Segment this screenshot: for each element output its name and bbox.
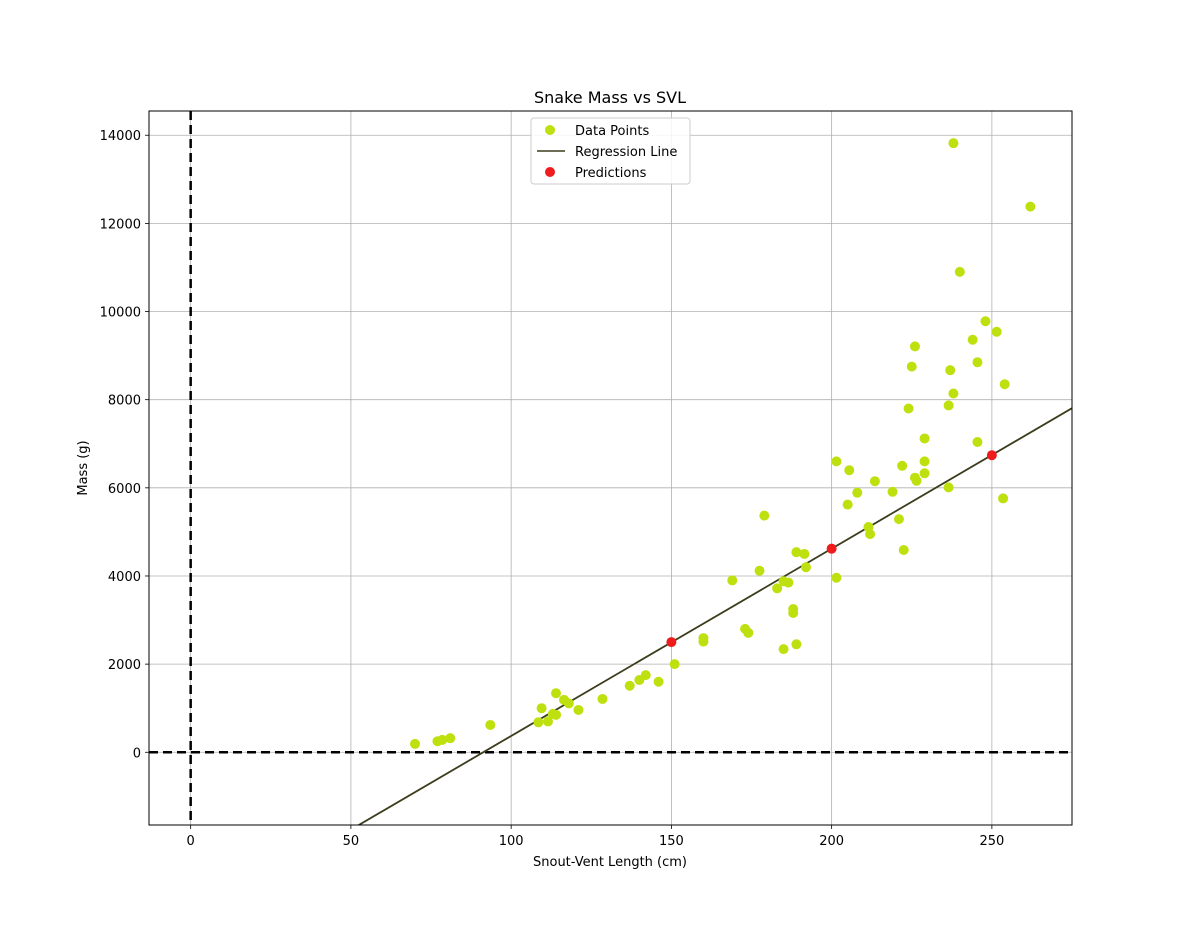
legend-marker-predictions	[545, 167, 555, 177]
data-point	[573, 704, 584, 715]
y-tick-label: 0	[133, 746, 141, 761]
data-point	[869, 476, 880, 487]
data-point	[759, 510, 770, 521]
data-point	[831, 456, 842, 467]
data-point	[536, 703, 547, 714]
data-point	[783, 577, 794, 588]
data-point	[943, 400, 954, 411]
data-point	[903, 403, 914, 414]
data-point	[772, 583, 783, 594]
data-point	[410, 738, 421, 749]
x-tick-label: 100	[499, 834, 524, 849]
data-point	[919, 468, 930, 479]
x-axis-label: Snout-Vent Length (cm)	[533, 855, 687, 870]
data-point	[948, 388, 959, 399]
data-point	[999, 379, 1010, 390]
data-point	[800, 562, 811, 573]
data-point	[791, 547, 802, 558]
data-point	[898, 544, 909, 555]
data-point	[743, 627, 754, 638]
regression-line	[357, 407, 1072, 825]
data-point	[698, 636, 709, 647]
data-point	[445, 733, 456, 744]
prediction-point	[986, 450, 997, 461]
x-tick-label: 0	[187, 834, 195, 849]
data-point	[788, 608, 799, 619]
data-point	[543, 716, 554, 727]
data-point	[911, 475, 922, 486]
y-tick-label: 12000	[100, 217, 141, 232]
data-point	[844, 465, 855, 476]
data-point	[842, 499, 853, 510]
data-point	[887, 486, 898, 497]
legend-box	[530, 117, 691, 185]
x-tick-label: 200	[819, 834, 844, 849]
legend-marker-data-points	[545, 125, 555, 135]
data-point	[485, 719, 496, 730]
data-point	[865, 529, 876, 540]
y-tick-label: 10000	[100, 306, 141, 321]
data-point	[909, 341, 920, 352]
data-point	[919, 456, 930, 467]
data-point	[437, 734, 448, 745]
data-point	[551, 688, 562, 699]
data-point	[791, 639, 802, 650]
data-point	[948, 138, 959, 149]
legend-label-predictions: Predictions	[575, 166, 647, 181]
data-point	[533, 717, 544, 728]
data-point	[653, 676, 664, 687]
data-point	[778, 644, 789, 655]
data-point	[954, 266, 965, 277]
data-point	[906, 361, 917, 372]
data-point	[972, 357, 983, 368]
chart-title: Snake Mass vs SVL	[534, 88, 686, 107]
legend-label-regression-line: Regression Line	[575, 145, 677, 160]
data-point	[669, 659, 680, 670]
x-tick-label: 150	[659, 834, 684, 849]
x-tick-label: 250	[979, 834, 1004, 849]
data-point	[945, 365, 956, 376]
data-point	[893, 514, 904, 525]
y-tick-label: 14000	[100, 129, 141, 144]
prediction-point	[826, 543, 837, 554]
legend: Data Points Regression Line Predictions	[530, 117, 691, 185]
data-point	[563, 698, 574, 709]
plot-frame	[148, 110, 1073, 826]
data-point	[919, 433, 930, 444]
data-point	[943, 482, 954, 493]
data-point	[727, 575, 738, 586]
data-point	[991, 326, 1002, 337]
y-axis-label: Mass (g)	[76, 440, 91, 495]
data-point	[640, 670, 651, 681]
data-point	[980, 316, 991, 327]
data-point	[754, 565, 765, 576]
regression-layer	[357, 407, 1072, 825]
data-point	[551, 709, 562, 720]
data-point	[852, 487, 863, 498]
y-tick-label: 2000	[108, 658, 141, 673]
y-tick-label: 6000	[108, 482, 141, 497]
x-tick-label: 50	[343, 834, 360, 849]
points-layer	[410, 138, 1036, 749]
data-point	[998, 493, 1009, 504]
legend-label-data-points: Data Points	[575, 124, 649, 139]
data-point	[831, 572, 842, 583]
y-tick-label: 8000	[108, 394, 141, 409]
y-tick-label: 4000	[108, 570, 141, 585]
data-point	[597, 693, 608, 704]
data-point	[972, 436, 983, 447]
reference-lines	[149, 111, 1072, 825]
data-point	[1025, 201, 1036, 212]
data-point	[624, 680, 635, 691]
data-point	[799, 548, 810, 559]
prediction-point	[666, 637, 677, 648]
axis-ticks: 0 50 100 150 200 250 0 2000 4000 6000 8000 10000 120…	[100, 129, 1005, 849]
data-point	[967, 334, 978, 345]
data-point	[897, 460, 908, 471]
